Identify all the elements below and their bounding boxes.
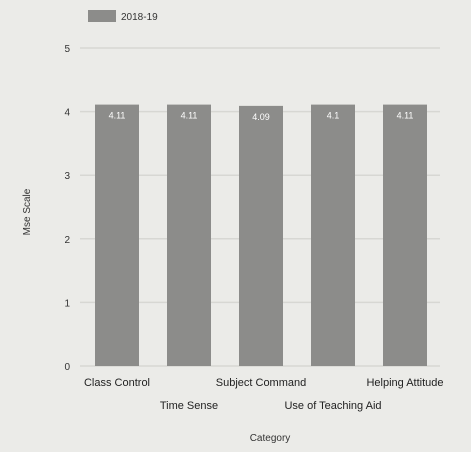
y-tick-label: 2 [64,235,70,246]
bar [311,104,355,366]
bar [239,105,283,366]
x-tick-label: Helping Attitude [366,377,443,389]
bar [95,104,139,366]
x-tick-label: Class Control [84,377,150,389]
data-label: 4.09 [252,112,270,122]
y-tick-label: 1 [64,298,70,309]
data-label: 4.11 [109,111,126,121]
y-axis-title: Mse Scale [22,188,33,235]
legend-swatch [88,10,116,22]
bar [167,104,211,366]
y-tick-label: 5 [64,44,70,55]
data-label: 4.1 [327,111,340,121]
y-tick-label: 3 [64,171,70,182]
data-label: 4.11 [181,111,198,121]
y-tick-label: 0 [64,362,70,373]
data-labels: 4.11 4.11 4.09 4.1 4.11 [109,111,414,122]
legend-label: 2018-19 [121,12,158,23]
x-tick-label: Time Sense [160,400,218,412]
y-tick-labels: 0 1 2 3 4 5 [64,44,70,373]
data-label: 4.11 [397,111,414,121]
x-tick-labels: Class Control Time Sense Subject Command Us… [84,377,444,412]
bar [383,104,427,366]
bars [95,104,427,366]
x-axis-title: Category [250,433,291,444]
legend: 2018-19 [88,10,158,23]
x-tick-label: Use of Teaching Aid [284,400,381,412]
y-tick-label: 4 [64,108,70,119]
x-tick-label: Subject Command [216,377,307,389]
